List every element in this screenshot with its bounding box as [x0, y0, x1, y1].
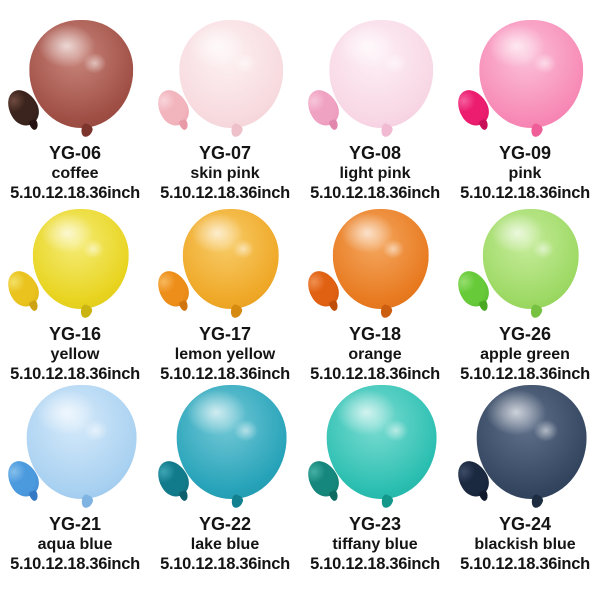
balloon-image-area — [0, 385, 150, 511]
product-color-name: blackish blue — [474, 536, 576, 553]
product-sizes: 5.10.12.18.36inch — [10, 184, 140, 202]
product-color-name: lake blue — [190, 536, 260, 553]
product-color-name: light pink — [339, 165, 411, 182]
product-color-name: coffee — [51, 165, 99, 182]
product-sizes: 5.10.12.18.36inch — [160, 184, 290, 202]
product-color-name: pink — [508, 165, 542, 182]
product-code: YG-06 — [48, 143, 102, 163]
product-sizes: 5.10.12.18.36inch — [310, 365, 440, 383]
balloon-image-area — [300, 205, 450, 321]
product-sizes: 5.10.12.18.36inch — [460, 184, 590, 202]
product-cell: YG-23 tiffany blue 5.10.12.18.36inch — [300, 385, 450, 600]
balloon-image-area — [450, 385, 600, 511]
product-code: YG-16 — [48, 324, 102, 344]
product-cell: YG-08 light pink 5.10.12.18.36inch — [300, 0, 450, 205]
product-sizes: 5.10.12.18.36inch — [160, 365, 290, 383]
large-balloon-image — [332, 209, 429, 309]
large-balloon-image — [182, 209, 279, 309]
balloon-image-area — [450, 205, 600, 321]
product-sizes: 5.10.12.18.36inch — [460, 365, 590, 383]
balloon-image-area — [300, 385, 450, 511]
product-cell: YG-09 pink 5.10.12.18.36inch — [450, 0, 600, 205]
product-cell: YG-16 yellow 5.10.12.18.36inch — [0, 205, 150, 385]
product-cell: YG-24 blackish blue 5.10.12.18.36inch — [450, 385, 600, 600]
product-color-name: yellow — [50, 346, 100, 363]
product-cell: YG-07 skin pink 5.10.12.18.36inch — [150, 0, 300, 205]
large-balloon-image — [176, 385, 287, 499]
product-sizes: 5.10.12.18.36inch — [10, 555, 140, 573]
product-sizes: 5.10.12.18.36inch — [160, 555, 290, 573]
large-balloon-image — [479, 20, 584, 128]
product-cell: YG-26 apple green 5.10.12.18.36inch — [450, 205, 600, 385]
balloon-image-area — [0, 205, 150, 321]
large-balloon-image — [179, 20, 284, 128]
product-sizes: 5.10.12.18.36inch — [10, 365, 140, 383]
product-code: YG-07 — [198, 143, 252, 163]
product-sizes: 5.10.12.18.36inch — [310, 555, 440, 573]
balloon-image-area — [150, 385, 300, 511]
product-cell: YG-21 aqua blue 5.10.12.18.36inch — [0, 385, 150, 600]
large-balloon-image — [29, 20, 134, 128]
large-balloon-image — [32, 209, 129, 309]
balloon-image-area — [150, 0, 300, 140]
large-balloon-image — [476, 385, 587, 499]
product-color-name: tiffany blue — [332, 536, 418, 553]
product-color-name: apple green — [480, 346, 570, 363]
product-code: YG-21 — [48, 514, 102, 534]
large-balloon-image — [326, 385, 437, 499]
product-color-name: orange — [348, 346, 402, 363]
product-cell: YG-17 lemon yellow 5.10.12.18.36inch — [150, 205, 300, 385]
large-balloon-image — [26, 385, 137, 499]
product-code: YG-22 — [198, 514, 252, 534]
product-code: YG-09 — [498, 143, 552, 163]
product-code: YG-23 — [348, 514, 402, 534]
product-cell: YG-18 orange 5.10.12.18.36inch — [300, 205, 450, 385]
product-color-name: lemon yellow — [174, 346, 276, 363]
balloon-image-area — [0, 0, 150, 140]
product-sizes: 5.10.12.18.36inch — [460, 555, 590, 573]
large-balloon-image — [329, 20, 434, 128]
product-code: YG-24 — [498, 514, 552, 534]
product-code: YG-26 — [498, 324, 552, 344]
product-sizes: 5.10.12.18.36inch — [310, 184, 440, 202]
product-color-name: aqua blue — [37, 536, 113, 553]
product-cell: YG-22 lake blue 5.10.12.18.36inch — [150, 385, 300, 600]
balloon-image-area — [300, 0, 450, 140]
product-code: YG-18 — [348, 324, 402, 344]
product-color-name: skin pink — [190, 165, 260, 182]
product-cell: YG-06 coffee 5.10.12.18.36inch — [0, 0, 150, 205]
product-code: YG-17 — [198, 324, 252, 344]
balloon-image-area — [450, 0, 600, 140]
large-balloon-image — [482, 209, 579, 309]
balloon-image-area — [150, 205, 300, 321]
product-code: YG-08 — [348, 143, 402, 163]
